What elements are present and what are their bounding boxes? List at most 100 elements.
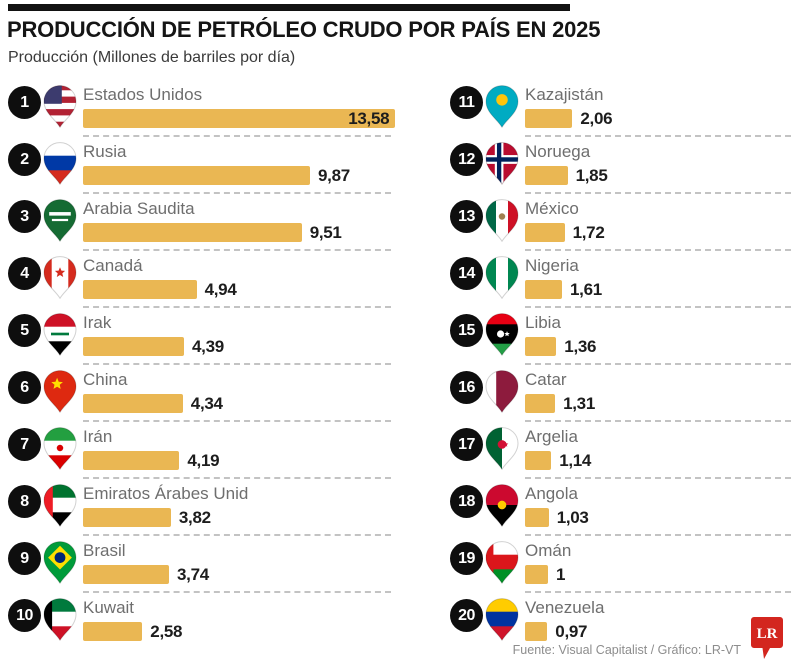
bar-line: 1,36 — [525, 337, 791, 356]
production-bar — [83, 622, 143, 641]
production-bar — [525, 451, 552, 470]
flag-pin-icon — [484, 84, 520, 128]
production-bar — [83, 565, 169, 584]
lr-logo-text: LR — [757, 626, 778, 642]
bar-line: 1,61 — [525, 280, 791, 299]
production-bar — [83, 223, 302, 242]
country-row: 6 China 4,34 — [8, 369, 391, 426]
production-value: 3,82 — [178, 507, 211, 527]
row-body: Kazajistán 2,06 — [525, 84, 791, 137]
row-body: México 1,72 — [525, 198, 791, 251]
production-value: 1,72 — [572, 222, 605, 242]
row-body: Catar 1,31 — [525, 369, 791, 422]
page-title: PRODUCCIÓN DE PETRÓLEO CRUDO POR PAÍS EN… — [7, 17, 601, 42]
country-name: Emiratos Árabes Unid — [83, 484, 249, 503]
country-row: 2 Rusia 9,87 — [8, 141, 391, 198]
production-value: 2,06 — [580, 108, 613, 128]
row-body: Omán 1 — [525, 540, 791, 593]
rank-badge: 1 — [8, 86, 41, 119]
bar-line: 1 — [525, 565, 791, 584]
production-value: 9,51 — [309, 222, 342, 242]
flag-pin-icon — [42, 483, 78, 527]
country-name: China — [83, 370, 128, 389]
bar-line: 1,31 — [525, 394, 791, 413]
country-name: Venezuela — [525, 598, 605, 617]
rank-badge: 4 — [8, 257, 41, 290]
country-row: 13 México 1,72 — [450, 198, 791, 255]
header-accent-bar — [8, 4, 570, 11]
country-name: Kuwait — [83, 598, 135, 617]
flag-pin-icon — [484, 483, 520, 527]
country-name: Rusia — [83, 142, 127, 161]
flag-pin-icon — [42, 540, 78, 584]
country-name: Canadá — [83, 256, 143, 275]
rank-badge: 12 — [450, 143, 483, 176]
rank-badge: 20 — [450, 599, 483, 632]
production-bar — [525, 622, 548, 641]
country-row: 10 Kuwait 2,58 — [8, 597, 391, 654]
flag-pin-icon — [484, 312, 520, 356]
production-value: 1,31 — [563, 393, 595, 413]
country-row: 11 Kazajistán 2,06 — [450, 84, 791, 141]
row-body: Argelia 1,14 — [525, 426, 791, 479]
rank-badge: 15 — [450, 314, 483, 347]
flag-pin-icon — [42, 426, 78, 470]
flag-pin-icon — [42, 312, 78, 356]
bar-line: 2,58 — [83, 622, 391, 641]
production-value: 2,58 — [150, 621, 183, 641]
flag-pin-icon — [42, 597, 78, 641]
row-body: Nigeria 1,61 — [525, 255, 791, 308]
rank-badge: 17 — [450, 428, 483, 461]
rank-badge: 7 — [8, 428, 41, 461]
production-value: 1,85 — [575, 165, 608, 185]
country-name: Omán — [525, 541, 572, 560]
rank-badge: 10 — [8, 599, 41, 632]
country-row: 19 Omán 1 — [450, 540, 791, 597]
flag-pin-icon — [42, 369, 78, 413]
row-body: Noruega 1,85 — [525, 141, 791, 194]
production-value: 9,87 — [318, 165, 350, 185]
country-row: 4 Canadá 4,94 — [8, 255, 391, 312]
country-name: Irán — [83, 427, 113, 446]
production-value: 4,39 — [192, 336, 224, 356]
country-row: 1 Estados Unidos 13,58 — [8, 84, 396, 141]
bar-line: 9,51 — [83, 223, 391, 242]
country-row: 12 Noruega 1,85 — [450, 141, 791, 198]
row-body: Canadá 4,94 — [83, 255, 391, 308]
country-name: Brasil — [83, 541, 126, 560]
row-body: Angola 1,03 — [525, 483, 791, 536]
rank-badge: 18 — [450, 485, 483, 518]
production-value: 1,14 — [559, 450, 592, 470]
rank-badge: 5 — [8, 314, 41, 347]
bar-line: 3,82 — [83, 508, 391, 527]
rank-badge: 19 — [450, 542, 483, 575]
row-body: Irak 4,39 — [83, 312, 391, 365]
production-bar: 13,58 — [83, 109, 396, 128]
production-value: 1,61 — [570, 279, 602, 299]
page-subtitle: Producción (Millones de barriles por día… — [8, 49, 296, 66]
flag-pin-icon — [42, 198, 78, 242]
production-value: 0,97 — [555, 621, 588, 641]
bar-line: 9,87 — [83, 166, 391, 185]
country-name: Nigeria — [525, 256, 579, 275]
rank-badge: 13 — [450, 200, 483, 233]
production-bar — [525, 337, 557, 356]
rank-badge: 3 — [8, 200, 41, 233]
production-bar — [525, 565, 548, 584]
row-body: Kuwait 2,58 — [83, 597, 391, 648]
flag-pin-icon — [42, 84, 78, 128]
bar-line: 4,34 — [83, 394, 391, 413]
country-name: Estados Unidos — [83, 85, 203, 104]
country-name: Arabia Saudita — [83, 199, 195, 218]
production-bar — [83, 166, 310, 185]
production-value: 4,34 — [190, 393, 223, 413]
left-column: 1 Estados Unidos 13,58 2 Rusia 9,87 3 Ar… — [8, 84, 396, 654]
production-bar — [525, 109, 573, 128]
flag-pin-icon — [42, 255, 78, 299]
production-value: 4,19 — [187, 450, 220, 470]
bar-line: 2,06 — [525, 109, 791, 128]
flag-pin-icon — [484, 369, 520, 413]
production-bar — [525, 223, 565, 242]
bar-line: 1,85 — [525, 166, 791, 185]
